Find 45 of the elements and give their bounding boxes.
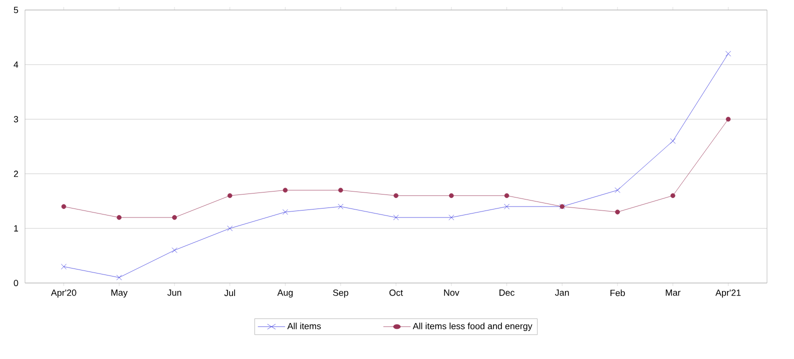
point <box>227 226 233 232</box>
point <box>726 50 731 56</box>
point <box>61 204 66 209</box>
x-tick-label: Apr'21 <box>715 290 741 298</box>
point <box>448 214 454 220</box>
point <box>282 209 288 215</box>
point <box>338 188 344 193</box>
point <box>227 193 232 198</box>
x-tick-label: Apr'20 <box>50 290 76 298</box>
point <box>172 247 178 253</box>
point <box>448 193 454 198</box>
x-tick-label: Mar <box>666 290 680 296</box>
x-tick-label: Jun <box>167 290 182 296</box>
point <box>504 193 510 198</box>
point <box>670 193 676 198</box>
x-tick-label: Aug <box>277 290 293 298</box>
point <box>282 188 288 193</box>
y-tick-label: 0 <box>14 280 18 286</box>
point <box>338 204 344 210</box>
y-tick-label: 2 <box>14 170 18 177</box>
point <box>116 215 122 220</box>
x-tick-label: Sep <box>333 290 348 298</box>
x-tick-label: Jan <box>555 290 569 296</box>
legend-label: All items <box>287 322 321 330</box>
legend-label: All items less food and energy <box>412 322 532 332</box>
x-tick-label: Nov <box>444 290 460 296</box>
point <box>726 116 731 122</box>
y-tick-label: 1 <box>14 225 18 232</box>
point <box>394 193 398 198</box>
point <box>393 214 399 220</box>
x-tick-label: Dec <box>500 290 514 296</box>
point <box>504 204 510 210</box>
x-tick-label: Jul <box>224 290 236 296</box>
y-tick-label: 3 <box>14 116 18 122</box>
x-tick-label: Feb <box>610 290 625 296</box>
point <box>670 138 676 144</box>
point <box>172 215 177 220</box>
point <box>61 264 67 270</box>
x-tick-label: Oct <box>389 290 403 296</box>
y-tick-label: 4 <box>14 62 18 68</box>
point <box>614 187 620 193</box>
y-tick-label: 5 <box>14 6 18 14</box>
point <box>116 274 122 280</box>
x-tick-label: May <box>111 290 128 298</box>
point <box>615 210 620 214</box>
